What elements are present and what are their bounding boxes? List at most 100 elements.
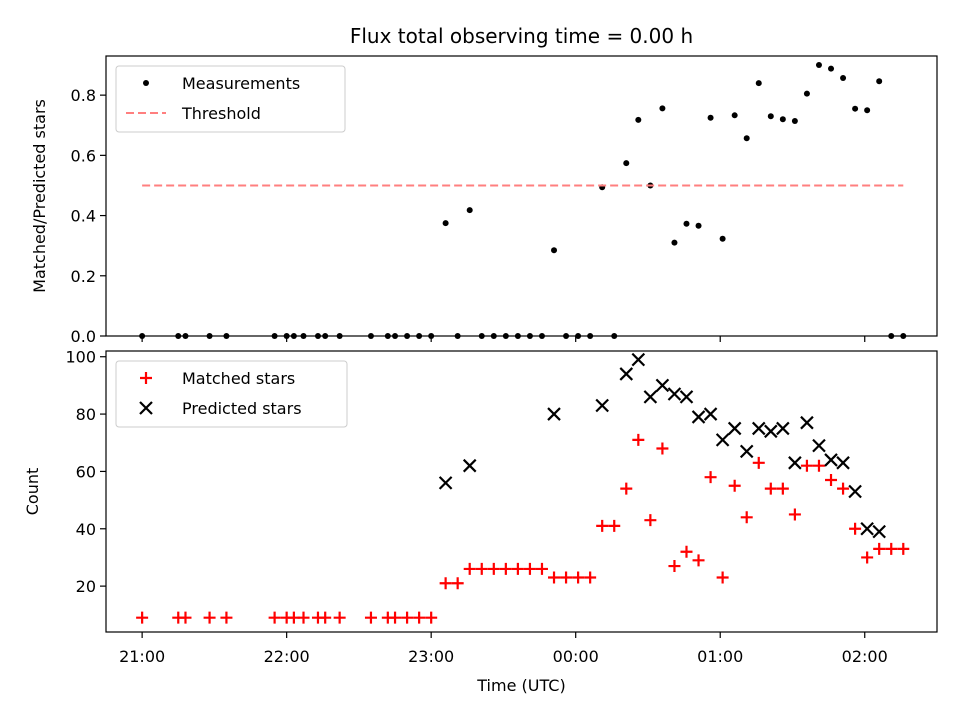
data-point bbox=[632, 433, 645, 446]
data-point bbox=[743, 135, 750, 142]
data-point bbox=[752, 456, 765, 469]
data-point bbox=[788, 508, 801, 521]
series-measurements bbox=[139, 62, 907, 339]
x-tick-label: 21:00 bbox=[119, 647, 165, 666]
data-point bbox=[300, 333, 307, 339]
x-tick-label: 01:00 bbox=[697, 647, 743, 666]
data-point bbox=[575, 333, 582, 339]
data-point bbox=[861, 551, 874, 564]
y-tick-label: 0.2 bbox=[71, 267, 96, 286]
y-tick-label: 20 bbox=[76, 577, 96, 596]
data-point bbox=[655, 378, 670, 393]
data-point bbox=[671, 239, 678, 246]
data-point bbox=[619, 367, 634, 381]
data-point bbox=[596, 519, 609, 532]
data-point bbox=[514, 333, 521, 339]
data-point bbox=[715, 433, 730, 447]
data-point bbox=[779, 116, 786, 123]
y-tick-label: 80 bbox=[76, 405, 96, 424]
data-point bbox=[828, 65, 835, 72]
data-point bbox=[608, 519, 621, 532]
data-point bbox=[502, 333, 509, 339]
data-point bbox=[812, 459, 825, 472]
data-point bbox=[290, 333, 297, 339]
data-point bbox=[683, 220, 690, 227]
data-point bbox=[739, 444, 754, 459]
data-point bbox=[692, 554, 705, 567]
data-point bbox=[223, 333, 230, 339]
data-point bbox=[478, 333, 485, 339]
data-point bbox=[767, 113, 774, 120]
data-point bbox=[644, 514, 657, 527]
legend-label: Predicted stars bbox=[182, 399, 302, 418]
data-point bbox=[220, 611, 233, 624]
data-point bbox=[314, 333, 321, 339]
data-point bbox=[136, 611, 149, 624]
data-point bbox=[837, 482, 850, 495]
series-matched-stars bbox=[136, 433, 910, 624]
x-axis-label: Time (UTC) bbox=[476, 676, 565, 695]
data-point bbox=[499, 562, 512, 575]
legend-label: Matched stars bbox=[182, 369, 295, 388]
data-point bbox=[680, 545, 693, 558]
data-point bbox=[840, 74, 847, 81]
data-point bbox=[572, 571, 585, 584]
data-point bbox=[731, 112, 738, 119]
data-point bbox=[815, 62, 822, 69]
data-point bbox=[667, 387, 682, 401]
y-tick-label: 0.6 bbox=[71, 146, 96, 165]
data-point bbox=[322, 333, 329, 339]
data-point bbox=[442, 220, 449, 227]
data-point bbox=[873, 542, 886, 555]
data-point bbox=[825, 474, 838, 487]
x-tick-label: 22:00 bbox=[264, 647, 310, 666]
data-point bbox=[466, 207, 473, 214]
x-tick-label: 23:00 bbox=[408, 647, 454, 666]
data-point bbox=[776, 482, 789, 495]
data-point bbox=[703, 407, 718, 421]
data-point bbox=[333, 611, 346, 624]
data-point bbox=[336, 333, 343, 339]
x-tick-label: 02:00 bbox=[842, 647, 888, 666]
y-tick-label: 0.0 bbox=[71, 327, 96, 346]
y-axis-label: Count bbox=[23, 468, 42, 516]
data-point bbox=[268, 611, 281, 624]
data-point bbox=[297, 611, 310, 624]
data-point bbox=[824, 453, 838, 467]
legend-marker bbox=[143, 80, 149, 86]
x-tick-label: 00:00 bbox=[553, 647, 599, 666]
data-point bbox=[416, 333, 423, 339]
data-point bbox=[384, 333, 391, 339]
data-point bbox=[803, 90, 810, 97]
data-point bbox=[611, 333, 618, 339]
data-point bbox=[538, 333, 545, 339]
plot-frame-1 bbox=[105, 55, 938, 337]
data-point bbox=[656, 442, 669, 455]
data-point bbox=[643, 390, 658, 404]
data-point bbox=[319, 611, 332, 624]
data-point bbox=[800, 415, 814, 430]
data-point bbox=[707, 114, 714, 121]
data-point bbox=[175, 333, 182, 339]
data-point bbox=[719, 235, 726, 242]
data-point bbox=[836, 456, 850, 470]
data-point bbox=[872, 524, 886, 539]
data-point bbox=[523, 562, 536, 575]
data-point bbox=[271, 333, 278, 339]
legend-box bbox=[115, 65, 346, 133]
data-point bbox=[428, 333, 435, 339]
data-point bbox=[860, 521, 874, 536]
data-point bbox=[695, 222, 702, 229]
data-point bbox=[526, 333, 533, 339]
data-point bbox=[547, 407, 561, 421]
data-point bbox=[716, 571, 729, 584]
data-point bbox=[776, 421, 790, 436]
data-point bbox=[631, 352, 646, 367]
data-point bbox=[888, 333, 895, 339]
data-point bbox=[454, 333, 461, 339]
data-point bbox=[679, 390, 694, 404]
data-point bbox=[728, 479, 741, 492]
data-point bbox=[659, 105, 666, 112]
data-point bbox=[425, 611, 438, 624]
